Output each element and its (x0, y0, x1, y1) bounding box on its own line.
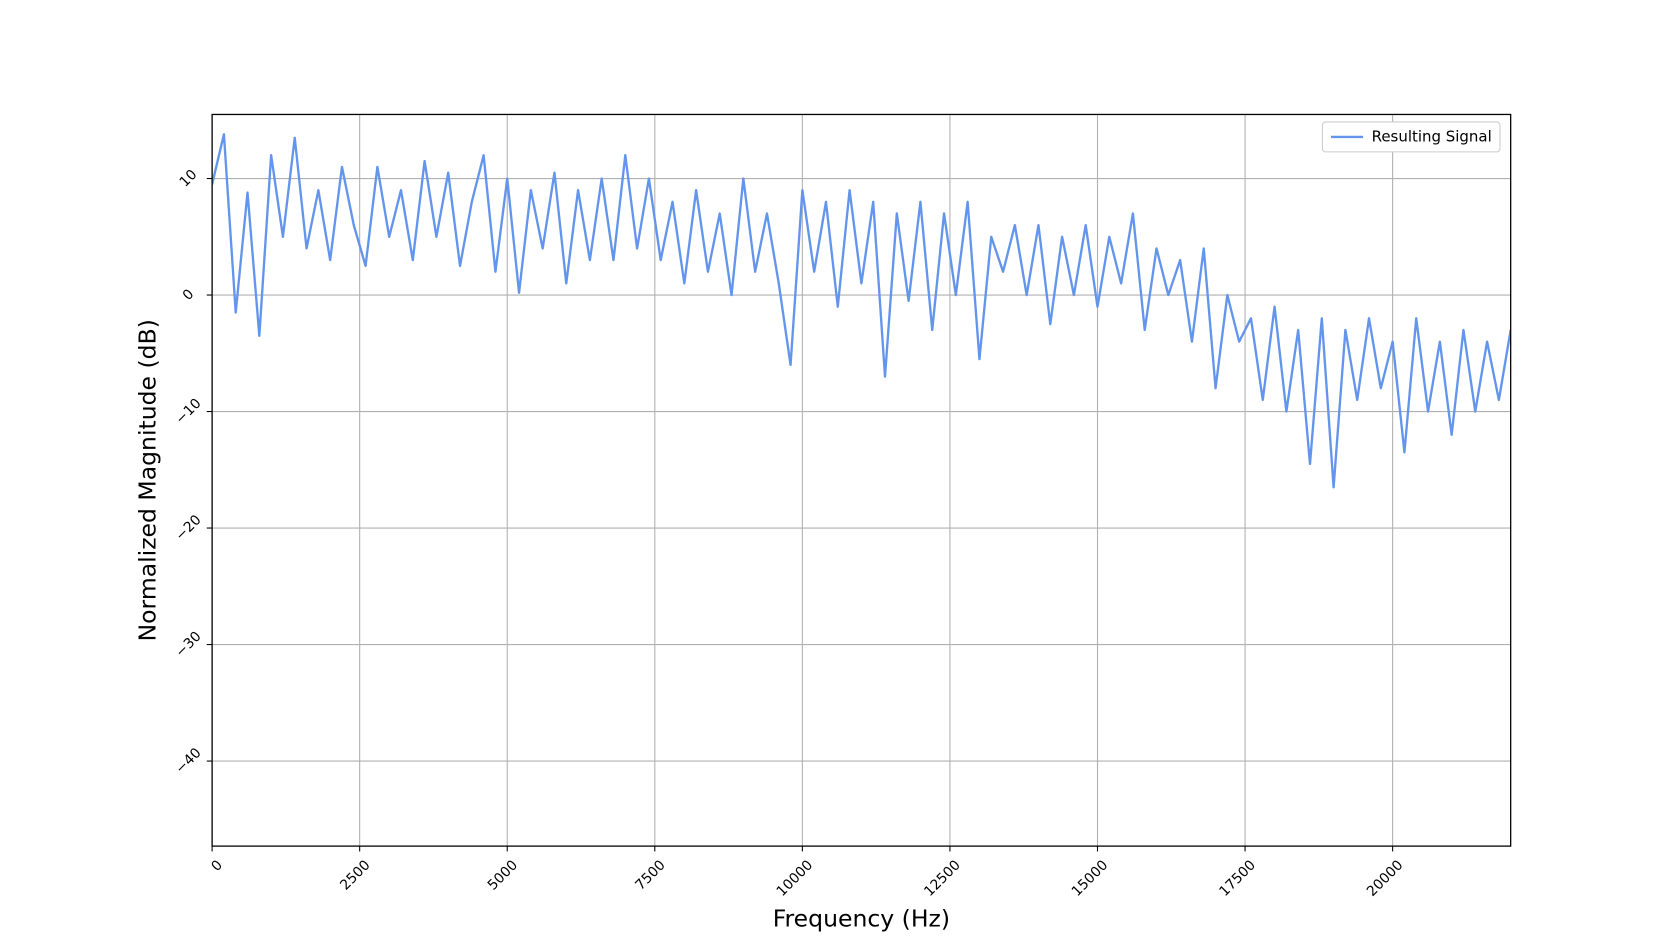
x-tick-label: 7500 (632, 857, 668, 893)
plot-frame (211, 113, 1512, 847)
y-tick-label: −40 (173, 745, 205, 777)
x-tick-label: 0 (208, 857, 226, 875)
legend-label: Resulting Signal (1372, 127, 1492, 145)
x-tick-label: 20000 (1364, 857, 1407, 900)
y-tick-label: 0 (180, 286, 198, 304)
y-tick-label: 10 (177, 167, 201, 191)
legend: Resulting Signal (1321, 121, 1501, 153)
y-tick-label: −20 (173, 512, 205, 544)
x-tick-label: 10000 (774, 857, 817, 900)
x-tick-label: 5000 (485, 857, 521, 893)
data-line (212, 133, 1511, 489)
y-tick-label: −30 (173, 629, 205, 661)
x-axis-label: Frequency (Hz) (773, 904, 950, 932)
x-tick-label: 12500 (921, 857, 964, 900)
x-tick-label: 2500 (337, 857, 373, 893)
legend-box (1321, 121, 1501, 153)
x-tick-label: 15000 (1069, 857, 1112, 900)
x-tick-label: 17500 (1216, 857, 1259, 900)
y-axis-label: Normalized Magnitude (dB) (133, 319, 161, 641)
y-tick-label: −10 (173, 396, 205, 428)
